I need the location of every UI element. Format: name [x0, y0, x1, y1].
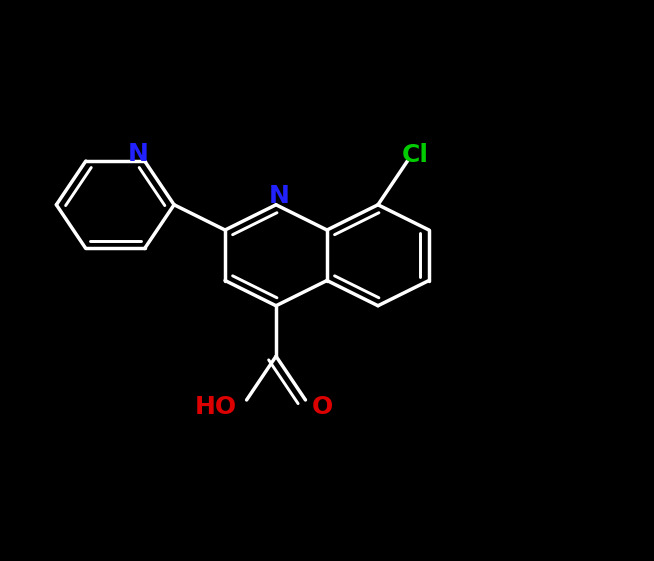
Text: N: N [269, 185, 290, 208]
Text: O: O [312, 395, 334, 419]
Text: Cl: Cl [402, 144, 429, 167]
Text: N: N [128, 142, 148, 165]
Text: HO: HO [195, 395, 237, 419]
